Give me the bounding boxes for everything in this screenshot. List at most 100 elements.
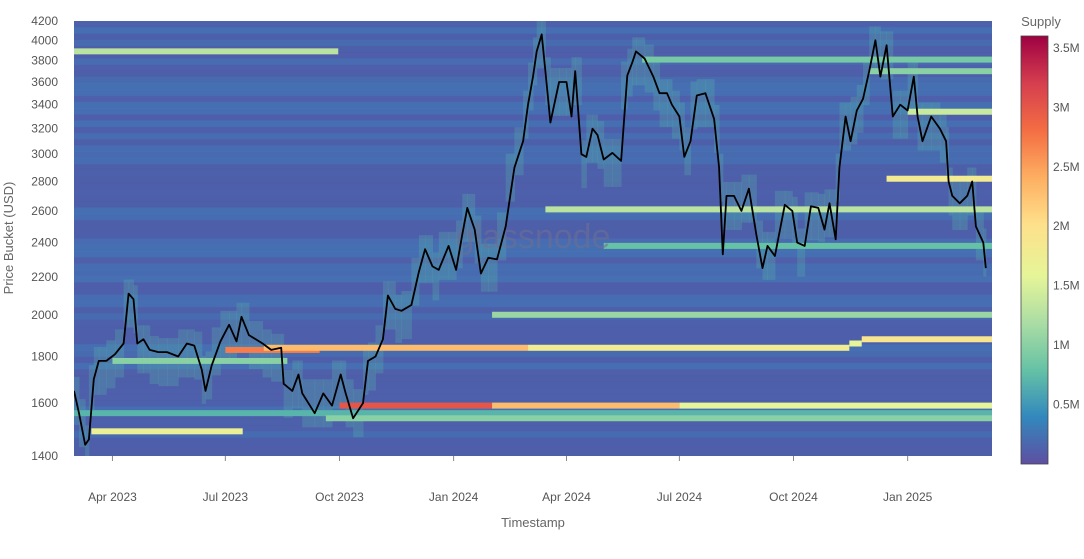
heatmap-row: [74, 64, 992, 72]
supply-band: [861, 336, 992, 343]
x-tick-label: Oct 2024: [769, 490, 818, 504]
colorbar-tick-label: 3M: [1053, 100, 1070, 114]
heatmap-price-glow: [323, 379, 333, 428]
supply-band: [869, 68, 992, 75]
heatmap-row: [74, 163, 992, 171]
supply-band: [74, 48, 339, 55]
heatmap-row: [74, 132, 992, 140]
heatmap-price-glow: [497, 212, 507, 261]
heatmap-price-glow: [797, 228, 806, 277]
heatmap-price-glow: [382, 281, 389, 330]
heatmap-price-glow: [368, 342, 376, 391]
heatmap-price-glow: [972, 167, 977, 216]
heatmap-row: [74, 176, 992, 184]
x-tick-label: Jul 2023: [203, 490, 249, 504]
heatmap-price-glow: [913, 62, 919, 111]
y-tick-label: 4000: [31, 33, 58, 47]
heatmap-row: [74, 21, 992, 28]
x-tick-label: Jan 2024: [429, 490, 479, 504]
heatmap-row: [74, 356, 992, 364]
heatmap-row: [74, 39, 992, 47]
heatmap-row: [74, 337, 992, 345]
heatmap-price-glow: [541, 21, 546, 69]
heatmap-row: [74, 288, 992, 295]
heatmap-row: [74, 114, 992, 121]
heatmap-price-glow: [581, 140, 587, 189]
heatmap-price-glow: [363, 346, 369, 395]
x-tick-label: Jan 2025: [883, 490, 933, 504]
supply-band: [325, 415, 992, 422]
heatmap-row: [74, 58, 992, 65]
heatmap-price-glow: [78, 399, 86, 448]
heatmap-price-glow: [98, 346, 107, 395]
heatmap-row: [74, 431, 992, 438]
heatmap-row: [74, 375, 992, 382]
y-axis-ticks: 1400 1600 1800 2000 2200 2400 2600 2800 3000 3200…: [31, 14, 58, 463]
supply-band: [492, 402, 680, 409]
heatmap-price-glow: [635, 37, 646, 86]
heatmap-price-glow: [892, 90, 901, 139]
heatmap-price-glow: [401, 290, 412, 339]
heatmap-price-glow: [722, 181, 728, 230]
heatmap-row: [74, 300, 992, 308]
heatmap-row: [74, 269, 992, 277]
heatmap-row: [74, 381, 992, 389]
x-tick-label: Jul 2024: [657, 490, 703, 504]
heatmap-row: [74, 170, 992, 177]
heatmap-row: [74, 52, 992, 59]
heatmap-row: [74, 369, 992, 376]
heatmap-price-glow: [666, 79, 673, 128]
heatmap-price-glow: [875, 26, 881, 75]
y-tick-label: 1400: [31, 449, 58, 463]
watermark: glassnode: [455, 218, 610, 256]
heatmap-price-glow: [907, 62, 915, 111]
heatmap-row: [74, 437, 992, 445]
heatmap-price-glow: [575, 57, 582, 106]
heatmap-row: [74, 219, 992, 227]
heatmap-price-glow: [767, 231, 776, 280]
y-tick-label: 4200: [31, 14, 58, 28]
colorbar-tick-label: 2M: [1053, 219, 1070, 233]
heatmap-row: [74, 232, 992, 239]
heatmap-row: [74, 188, 992, 196]
heatmap-price-glow: [835, 153, 840, 202]
heatmap-price-glow: [931, 102, 941, 151]
heatmap-price-glow: [137, 325, 144, 374]
heatmap-row: [74, 350, 992, 358]
y-tick-label: 2400: [31, 236, 58, 250]
heatmap-row: [74, 387, 992, 395]
heatmap-row: [74, 406, 992, 413]
heatmap-price-glow: [886, 31, 894, 80]
y-tick-label: 2800: [31, 175, 58, 189]
heatmap-row: [74, 443, 992, 451]
heatmap-price-glow: [114, 329, 125, 378]
heatmap-price-glow: [719, 153, 724, 202]
supply-band: [603, 242, 992, 249]
heatmap-price-glow: [612, 138, 622, 187]
y-tick-label: 2600: [31, 204, 58, 218]
heatmap-row: [74, 101, 992, 109]
heatmap-price-glow: [488, 243, 498, 292]
heatmap-row: [74, 424, 992, 432]
heatmap-row: [74, 139, 992, 146]
heatmap-price-glow: [505, 153, 515, 202]
y-tick-label: 3400: [31, 98, 58, 112]
colorbar-tick-label: 0.5M: [1053, 398, 1080, 412]
heatmap-row: [74, 275, 992, 283]
heatmap-price-glow: [748, 174, 757, 223]
heatmap-row: [74, 244, 992, 252]
heatmap-price-glow: [566, 68, 572, 117]
heatmap-price-glow: [705, 79, 715, 128]
y-tick-label: 3800: [31, 54, 58, 68]
heatmap-price-glow: [774, 190, 786, 239]
heatmap-price-glow: [178, 329, 188, 378]
heatmap-price-glow: [387, 281, 396, 330]
supply-band: [679, 402, 992, 409]
heatmap-price-glow: [959, 181, 968, 230]
heatmap-price-glow: [123, 279, 130, 328]
heatmap-price-glow: [696, 79, 706, 128]
heatmap-price-glow: [939, 114, 947, 163]
supply-band: [886, 175, 992, 182]
y-tick-label: 3600: [31, 75, 58, 89]
